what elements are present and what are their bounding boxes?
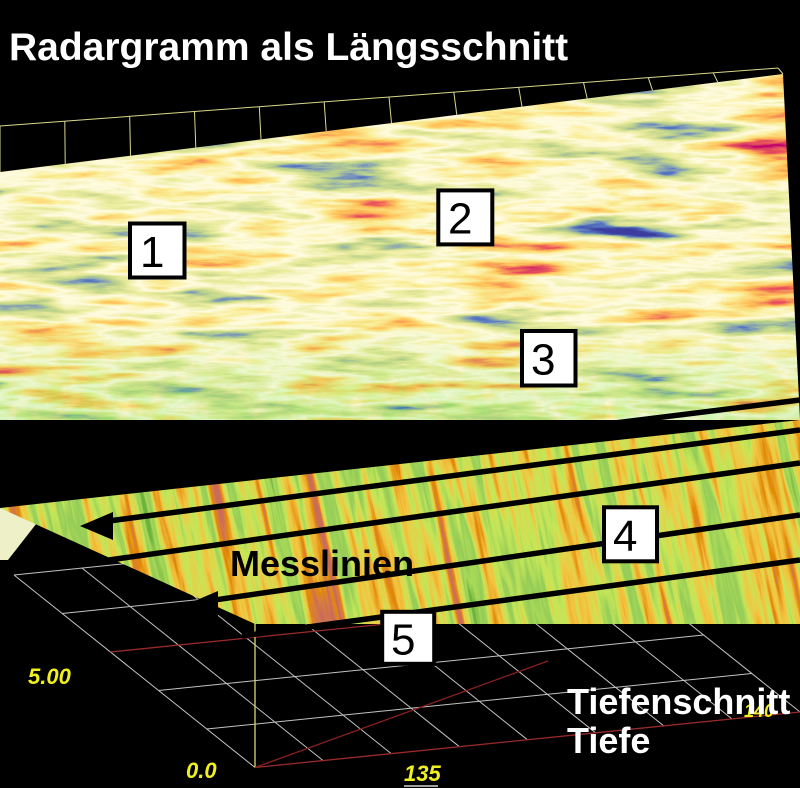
svg-text:Radargramm als Längsschnitt: Radargramm als Längsschnitt — [9, 26, 568, 69]
svg-text:5.00: 5.00 — [28, 664, 72, 689]
svg-text:2: 2 — [448, 195, 472, 244]
svg-text:0.0: 0.0 — [186, 758, 217, 783]
svg-text:135: 135 — [404, 761, 441, 786]
svg-text:3: 3 — [531, 336, 555, 385]
svg-text:Messlinien: Messlinien — [230, 543, 414, 584]
svg-text:1: 1 — [140, 228, 164, 277]
svg-text:4: 4 — [613, 512, 637, 561]
svg-text:Tiefe: Tiefe — [567, 720, 650, 761]
svg-text:5: 5 — [391, 616, 415, 665]
svg-text:Tiefenschnitt: Tiefenschnitt — [567, 681, 790, 722]
